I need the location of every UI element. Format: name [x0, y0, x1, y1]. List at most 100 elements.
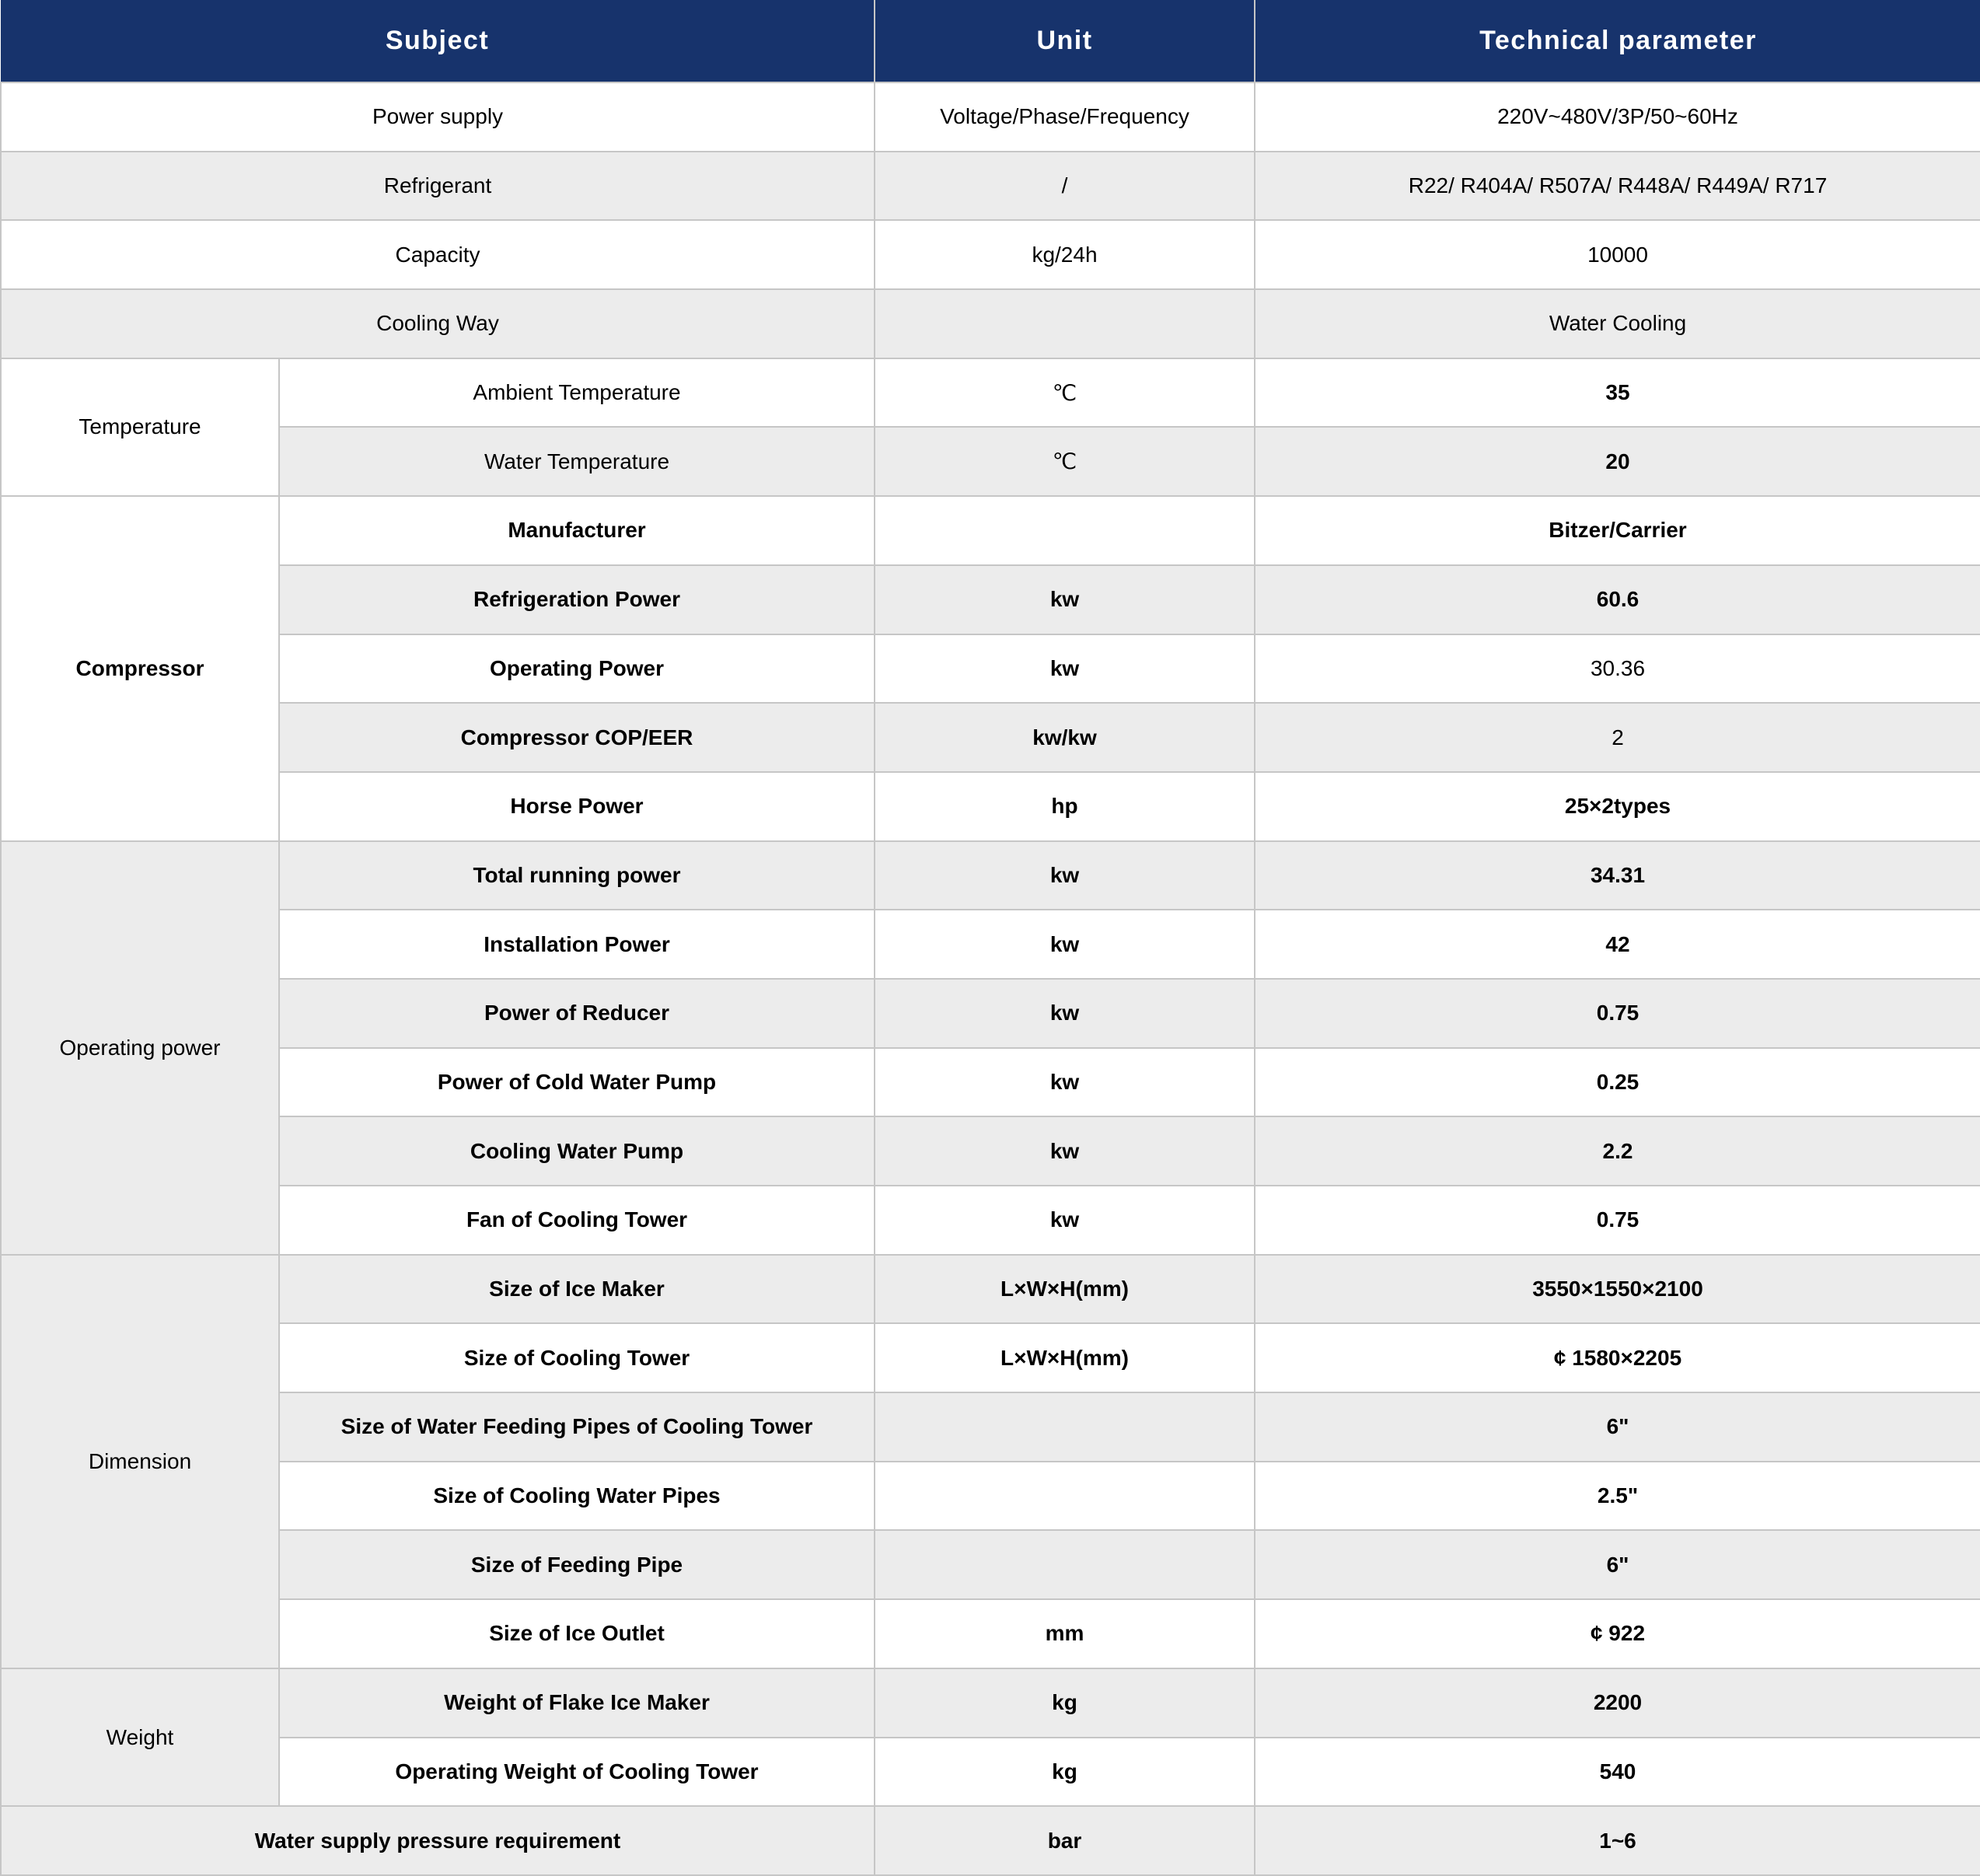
table-row: Operating power Total running power kw 3…: [0, 840, 1980, 1256]
subject-cell: Size of Feeding Pipe: [278, 1529, 875, 1601]
value-cell: 0.25: [1254, 1046, 1980, 1118]
value-cell: 220V~480V/3P/50~60Hz: [1254, 82, 1980, 152]
subject-cell: Size of Ice Maker: [278, 1253, 875, 1325]
value-cell: 60.6: [1254, 564, 1980, 635]
subject-cell: Size of Cooling Tower: [278, 1322, 875, 1394]
table-row: Water supply pressure requirement bar 1~…: [0, 1805, 1980, 1876]
table-row: Compressor COP/EER kw/kw 2: [1, 702, 1980, 773]
value-cell: 0.75: [1254, 1185, 1980, 1256]
subject-cell: Cooling Water Pump: [278, 1116, 875, 1186]
subject-cell: Total running power: [278, 840, 875, 911]
table-row: Weight Weight of Flake Ice Maker kg 2200: [0, 1667, 1980, 1808]
subject-cell: Weight of Flake Ice Maker: [278, 1667, 875, 1738]
table-row: Size of Ice Outlet mm ¢ 922: [1, 1598, 1980, 1669]
table-row: Power of Cold Water Pump kw 0.25: [1, 1046, 1980, 1118]
unit-cell: L×W×H(mm): [874, 1322, 1255, 1394]
unit-cell: hp: [874, 770, 1255, 842]
unit-cell: kw: [874, 977, 1255, 1049]
table-row: Power supply Voltage/Phase/Frequency 220…: [0, 82, 1980, 152]
value-cell: 540: [1254, 1736, 1980, 1808]
subject-cell: Refrigeration Power: [278, 564, 875, 635]
subject-cell: Fan of Cooling Tower: [278, 1185, 875, 1256]
value-cell: ¢ 922: [1254, 1598, 1980, 1669]
table-row: Refrigerant / R22/ R404A/ R507A/ R448A/ …: [0, 150, 1980, 222]
unit-cell: [874, 1392, 1255, 1462]
subject-cell: Horse Power: [278, 770, 875, 842]
value-cell: 2.5": [1254, 1460, 1980, 1532]
unit-cell: kw: [874, 633, 1255, 704]
subject-cell: Cooling Way: [0, 288, 875, 359]
unit-cell: kw: [874, 1116, 1255, 1186]
unit-cell: [874, 1529, 1255, 1601]
value-cell: 20: [1254, 426, 1980, 498]
group-cell-dimension: Dimension: [0, 1253, 280, 1669]
value-cell: 25×2types: [1254, 770, 1980, 842]
header-row: Subject Unit Technical parameter: [1, 0, 1980, 83]
table-row: Installation Power kw 42: [1, 909, 1980, 980]
table-row: Operating Weight of Cooling Tower kg 540: [1, 1736, 1980, 1808]
table-row: Size of Cooling Tower L×W×H(mm) ¢ 1580×2…: [1, 1322, 1980, 1394]
unit-cell: /: [874, 150, 1255, 222]
table-row: Temperature Ambient Temperature ℃ 35: [0, 357, 1980, 498]
unit-cell: kw/kw: [874, 702, 1255, 773]
unit-cell: mm: [874, 1598, 1255, 1669]
unit-cell: kw: [874, 564, 1255, 635]
column-header-subject: Subject: [1, 0, 875, 83]
unit-cell: ℃: [874, 357, 1255, 428]
value-cell: 6": [1254, 1529, 1980, 1601]
subject-cell: Operating Weight of Cooling Tower: [278, 1736, 875, 1808]
unit-cell: kg/24h: [874, 219, 1255, 291]
subject-cell: Capacity: [0, 219, 875, 291]
table-row: Compressor Manufacturer Bitzer/Carrier: [0, 495, 1980, 842]
value-cell: 3550×1550×2100: [1254, 1253, 1980, 1325]
value-cell: 2: [1254, 702, 1980, 773]
group-cell-compressor: Compressor: [0, 495, 280, 842]
subject-cell: Size of Water Feeding Pipes of Cooling T…: [278, 1392, 875, 1462]
group-cell-operating-power: Operating power: [0, 840, 280, 1256]
table-row: Size of Feeding Pipe 6": [1, 1529, 1980, 1601]
subject-cell: Installation Power: [278, 909, 875, 980]
subject-cell: Water Temperature: [278, 426, 875, 498]
value-cell: 10000: [1254, 219, 1980, 291]
table-row: Dimension Size of Ice Maker L×W×H(mm) 35…: [0, 1253, 1980, 1669]
table-row: Cooling Way Water Cooling: [0, 288, 1980, 359]
table-row: Operating Power kw 30.36: [1, 633, 1980, 704]
table-row: Size of Cooling Water Pipes 2.5": [1, 1460, 1980, 1532]
unit-cell: [874, 288, 1255, 359]
value-cell: 2200: [1254, 1667, 1980, 1738]
subject-cell: Power supply: [0, 82, 875, 152]
value-cell: 2.2: [1254, 1116, 1980, 1186]
subject-cell: Refrigerant: [0, 150, 875, 222]
unit-cell: kw: [874, 1185, 1255, 1256]
value-cell: 0.75: [1254, 977, 1980, 1049]
subject-cell: Water supply pressure requirement: [0, 1805, 875, 1876]
column-header-unit: Unit: [874, 0, 1255, 83]
value-cell: 42: [1254, 909, 1980, 980]
unit-cell: kg: [874, 1667, 1255, 1738]
value-cell: Bitzer/Carrier: [1254, 495, 1980, 566]
subject-cell: Ambient Temperature: [278, 357, 875, 428]
value-cell: Water Cooling: [1254, 288, 1980, 359]
unit-cell: [874, 1460, 1255, 1532]
table-row: Water Temperature ℃ 20: [1, 426, 1980, 498]
value-cell: 30.36: [1254, 633, 1980, 704]
subject-cell: Power of Reducer: [278, 977, 875, 1049]
subject-cell: Manufacturer: [278, 495, 875, 566]
column-header-technical-parameter: Technical parameter: [1254, 0, 1980, 83]
unit-cell: ℃: [874, 426, 1255, 498]
subject-cell: Operating Power: [278, 633, 875, 704]
table-row: Size of Water Feeding Pipes of Cooling T…: [1, 1392, 1980, 1462]
unit-cell: kw: [874, 840, 1255, 911]
value-cell: 1~6: [1254, 1805, 1980, 1876]
value-cell: ¢ 1580×2205: [1254, 1322, 1980, 1394]
unit-cell: Voltage/Phase/Frequency: [874, 82, 1255, 152]
table-row: Fan of Cooling Tower kw 0.75: [1, 1185, 1980, 1256]
subject-cell: Compressor COP/EER: [278, 702, 875, 773]
table-row: Capacity kg/24h 10000: [0, 219, 1980, 291]
group-cell-weight: Weight: [0, 1667, 280, 1808]
table-row: Refrigeration Power kw 60.6: [1, 564, 1980, 635]
unit-cell: kw: [874, 909, 1255, 980]
value-cell: 35: [1254, 357, 1980, 428]
table-row: Horse Power hp 25×2types: [1, 770, 1980, 842]
